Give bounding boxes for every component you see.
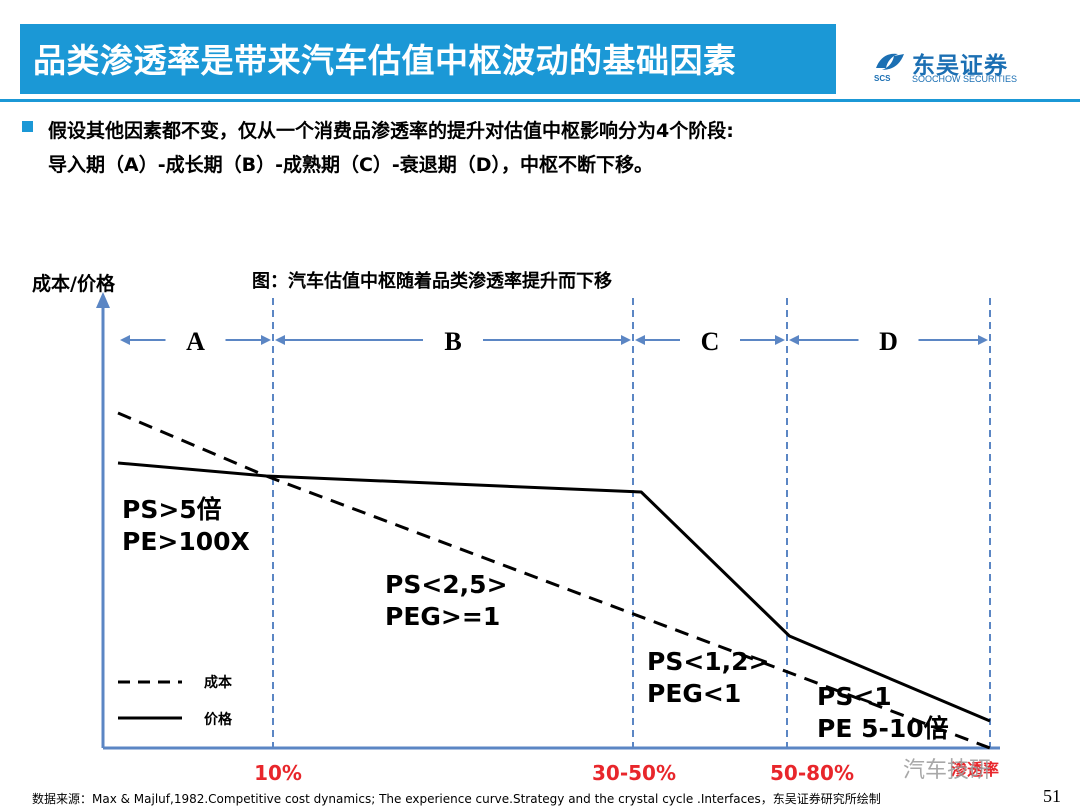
logo-english: SOOCHOW SECURITIES: [912, 74, 1018, 84]
stage-valuation-text: PS<2,5>: [385, 570, 508, 599]
stage-label: B: [444, 327, 461, 356]
stage-arrow-left-icon: [120, 335, 130, 345]
legend-label-price: 价格: [204, 711, 233, 728]
page-number: 51: [1043, 786, 1061, 806]
stage-valuation-text: PEG>=1: [385, 602, 500, 631]
logo-chinese: 东吴证券: [912, 53, 1008, 79]
boundary-label: 10%: [254, 761, 302, 785]
stage-arrow-right-icon: [978, 335, 988, 345]
boundary-label: 30-50%: [592, 761, 676, 785]
stage-label: A: [186, 327, 205, 356]
stage-arrow-right-icon: [261, 335, 271, 345]
stage-valuation-text: PS>5倍: [122, 495, 222, 524]
series-line-price: [117, 461, 991, 723]
watermark: 汽车技研: [903, 758, 992, 783]
stage-valuation-text: PS<1: [817, 682, 892, 711]
header-rule: [0, 99, 1080, 102]
logo-abbr: SCS: [874, 74, 891, 83]
source-note: 数据来源：Max & Majluf,1982.Competitive cost …: [32, 792, 881, 806]
penetration-chart: 成本/价格 图：汽车估值中枢随着品类渗透率提升而下移 A B C D PS>5倍 PE>100…: [32, 270, 1000, 785]
company-logo: SCS 东吴证券 SOOCHOW SECURITIES: [872, 48, 1032, 88]
stage-valuation-text: PE>100X: [122, 527, 250, 556]
y-axis-label: 成本/价格: [32, 272, 116, 295]
y-axis-arrow-icon: [96, 292, 110, 308]
stage-valuation-text: PEG<1: [647, 679, 741, 708]
legend-label-cost: 成本: [204, 674, 233, 691]
soochow-logo-icon: [876, 53, 904, 70]
stage-arrow-left-icon: [789, 335, 799, 345]
bullet-line-2: 导入期（A）-成长期（B）-成熟期（C）-衰退期（D），中枢不断下移。: [48, 154, 654, 176]
stage-arrow-left-icon: [635, 335, 645, 345]
stage-arrow-right-icon: [775, 335, 785, 345]
stage-arrow-right-icon: [621, 335, 631, 345]
chart-title: 图：汽车估值中枢随着品类渗透率提升而下移: [252, 270, 612, 292]
stage-label: C: [701, 327, 720, 356]
bullet-line-1: 假设其他因素都不变，仅从一个消费品渗透率的提升对估值中枢影响分为4个阶段:: [48, 120, 734, 142]
boundary-label: 50-80%: [770, 761, 854, 785]
x-axis-label: 渗透率: [951, 760, 999, 779]
page-title: 品类渗透率是带来汽车估值中枢波动的基础因素: [33, 41, 737, 80]
bullet-square-icon: [22, 121, 33, 132]
stage-valuation-text: PE 5-10倍: [817, 714, 949, 743]
stage-valuation-text: PS<1,2>: [647, 647, 770, 676]
stage-arrow-left-icon: [275, 335, 285, 345]
title-bar: [20, 24, 836, 94]
stage-label: D: [879, 327, 898, 356]
